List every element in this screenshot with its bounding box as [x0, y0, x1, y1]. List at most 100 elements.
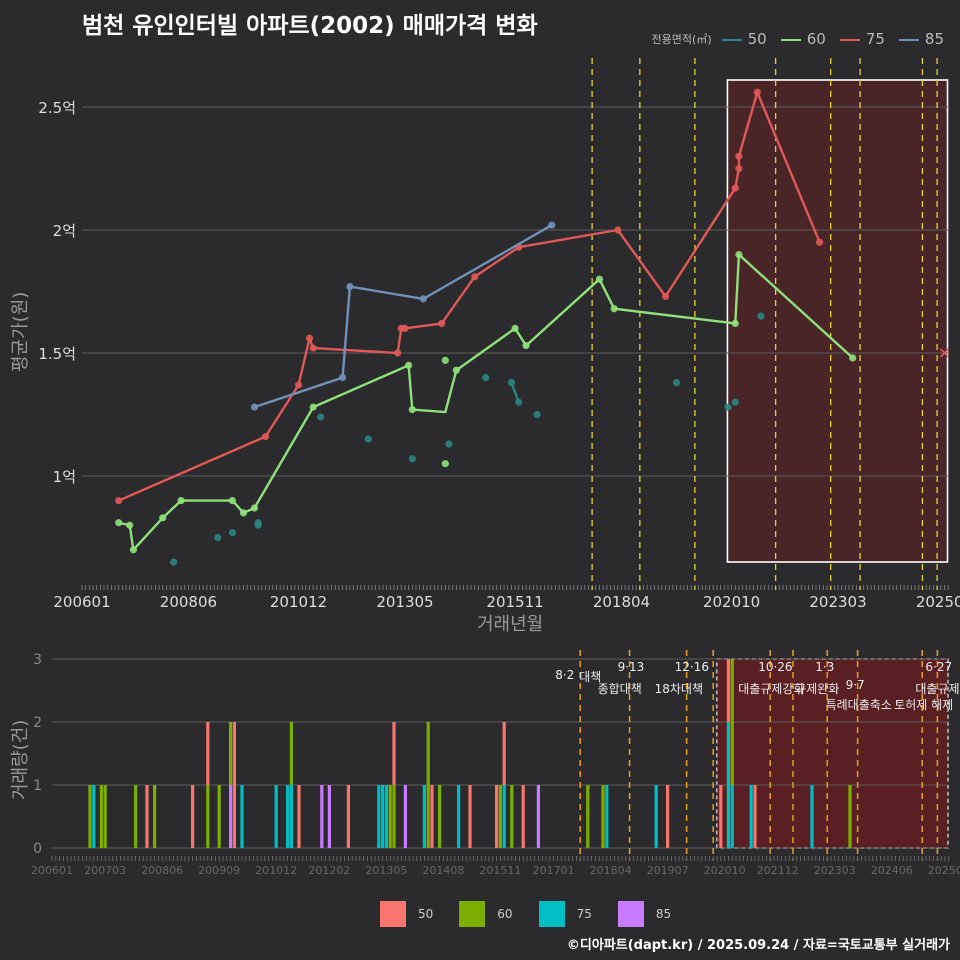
annotation-date: 6·27 — [925, 660, 953, 674]
data-point-75 — [661, 292, 670, 301]
data-point-75 — [731, 184, 739, 192]
y-tick-label: 1 — [33, 778, 42, 794]
data-point-50 — [757, 312, 765, 320]
annotation-name: 18차대책 — [654, 682, 703, 696]
bar-75 — [381, 785, 385, 848]
x-tick-label: 201511 — [479, 864, 521, 877]
legend-swatch — [617, 901, 644, 927]
data-point-85 — [250, 403, 259, 411]
y-tick-label: 3 — [33, 652, 42, 668]
annotation-name: 종합대책 — [597, 682, 642, 696]
bar-50 — [666, 785, 670, 848]
legend-item-85: 85 — [898, 30, 944, 48]
data-point-50 — [228, 528, 237, 537]
bar-50 — [206, 722, 210, 785]
data-point-60 — [309, 403, 317, 411]
data-point-50 — [672, 378, 681, 387]
annotation-date: 9·13 — [617, 660, 645, 674]
bar-50 — [392, 722, 396, 785]
data-point-75 — [438, 319, 446, 328]
data-point-60 — [239, 509, 248, 517]
bar-75 — [654, 785, 658, 848]
data-point-60 — [595, 275, 604, 283]
x-tick-label: 201804 — [593, 593, 650, 611]
annotation-date: 9·7 — [845, 678, 865, 692]
data-point-60 — [115, 519, 123, 527]
bar-50 — [753, 785, 757, 848]
bar-75 — [377, 785, 381, 848]
data-point-75 — [115, 497, 123, 505]
bar-60 — [99, 785, 103, 848]
bar-60 — [103, 785, 107, 848]
annotation-name: 특례대출축소 — [825, 698, 892, 712]
bar-60 — [730, 659, 734, 785]
bar-60 — [510, 785, 514, 848]
data-point-60 — [511, 324, 519, 332]
bottom-y-axis-label: 거래량(건) — [10, 719, 31, 800]
series-line-60 — [118, 253, 854, 551]
bar-50 — [521, 785, 525, 848]
bar-75 — [92, 785, 96, 848]
legend-item-50: 50 — [721, 30, 767, 48]
latest-marker — [939, 348, 950, 358]
bar-60 — [88, 785, 92, 848]
legend-swatch — [839, 38, 860, 41]
data-point-60 — [452, 366, 460, 374]
bar-75 — [422, 785, 426, 848]
annotation-name: 대책 — [579, 670, 602, 684]
bar-60 — [438, 785, 442, 848]
legend-label: 60 — [806, 30, 826, 48]
bar-60 — [848, 785, 852, 848]
legend-swatch — [721, 38, 742, 41]
data-point-75 — [401, 324, 409, 332]
bar-60 — [229, 722, 233, 785]
x-tick-label: 202406 — [871, 864, 913, 877]
bar-75 — [457, 785, 461, 848]
legend-title: 전용면적(㎡) — [651, 33, 712, 46]
bar-60 — [153, 785, 157, 848]
legend-label: 75 — [576, 907, 592, 921]
annotation-date: 8·2 — [555, 668, 575, 682]
data-point-60 — [129, 546, 137, 554]
top-x-axis-label: 거래년월 — [477, 614, 544, 635]
bar-85 — [320, 785, 324, 848]
data-point-50 — [170, 558, 178, 566]
annotation-date: 12·16 — [674, 660, 709, 674]
data-point-50 — [316, 413, 325, 421]
bar-50 — [346, 785, 350, 848]
data-point-60 — [408, 405, 416, 414]
x-tick-label: 202303 — [809, 593, 866, 611]
top-y-axis-label: 평균가(원) — [10, 291, 31, 372]
x-tick-label: 202508 — [916, 593, 960, 611]
y-tick-label: 2 — [33, 715, 42, 731]
annotation-name: 대출규제강화 — [738, 682, 805, 696]
bar-85 — [403, 785, 407, 848]
x-tick-label: 200806 — [160, 593, 217, 611]
bar-50 — [719, 785, 723, 848]
data-point-60 — [441, 460, 449, 468]
bar-50 — [726, 659, 730, 722]
data-point-75 — [309, 344, 317, 352]
data-point-50 — [515, 398, 523, 406]
legend-label: 85 — [655, 907, 672, 921]
bar-75 — [289, 785, 293, 848]
bar-85 — [327, 785, 331, 848]
data-point-60 — [735, 251, 743, 259]
bar-60 — [601, 785, 605, 848]
data-point-60 — [159, 514, 167, 522]
series-line-75 — [118, 91, 821, 502]
data-point-60 — [441, 356, 449, 364]
x-tick-label: 202112 — [757, 864, 799, 877]
annotation-name: 토허제 해제 — [894, 698, 954, 712]
data-point-60 — [126, 521, 134, 529]
bar-50 — [232, 722, 236, 848]
bar-60 — [426, 722, 430, 848]
bar-60 — [217, 785, 221, 848]
x-tick-label: 201804 — [590, 864, 632, 877]
y-tick-label: 2.5억 — [38, 99, 76, 117]
y-tick-label: 0 — [33, 841, 42, 857]
data-point-50 — [731, 398, 739, 406]
y-tick-label: 2억 — [53, 222, 76, 240]
legend-item-75: 75 — [839, 30, 885, 48]
bar-75 — [726, 722, 730, 848]
